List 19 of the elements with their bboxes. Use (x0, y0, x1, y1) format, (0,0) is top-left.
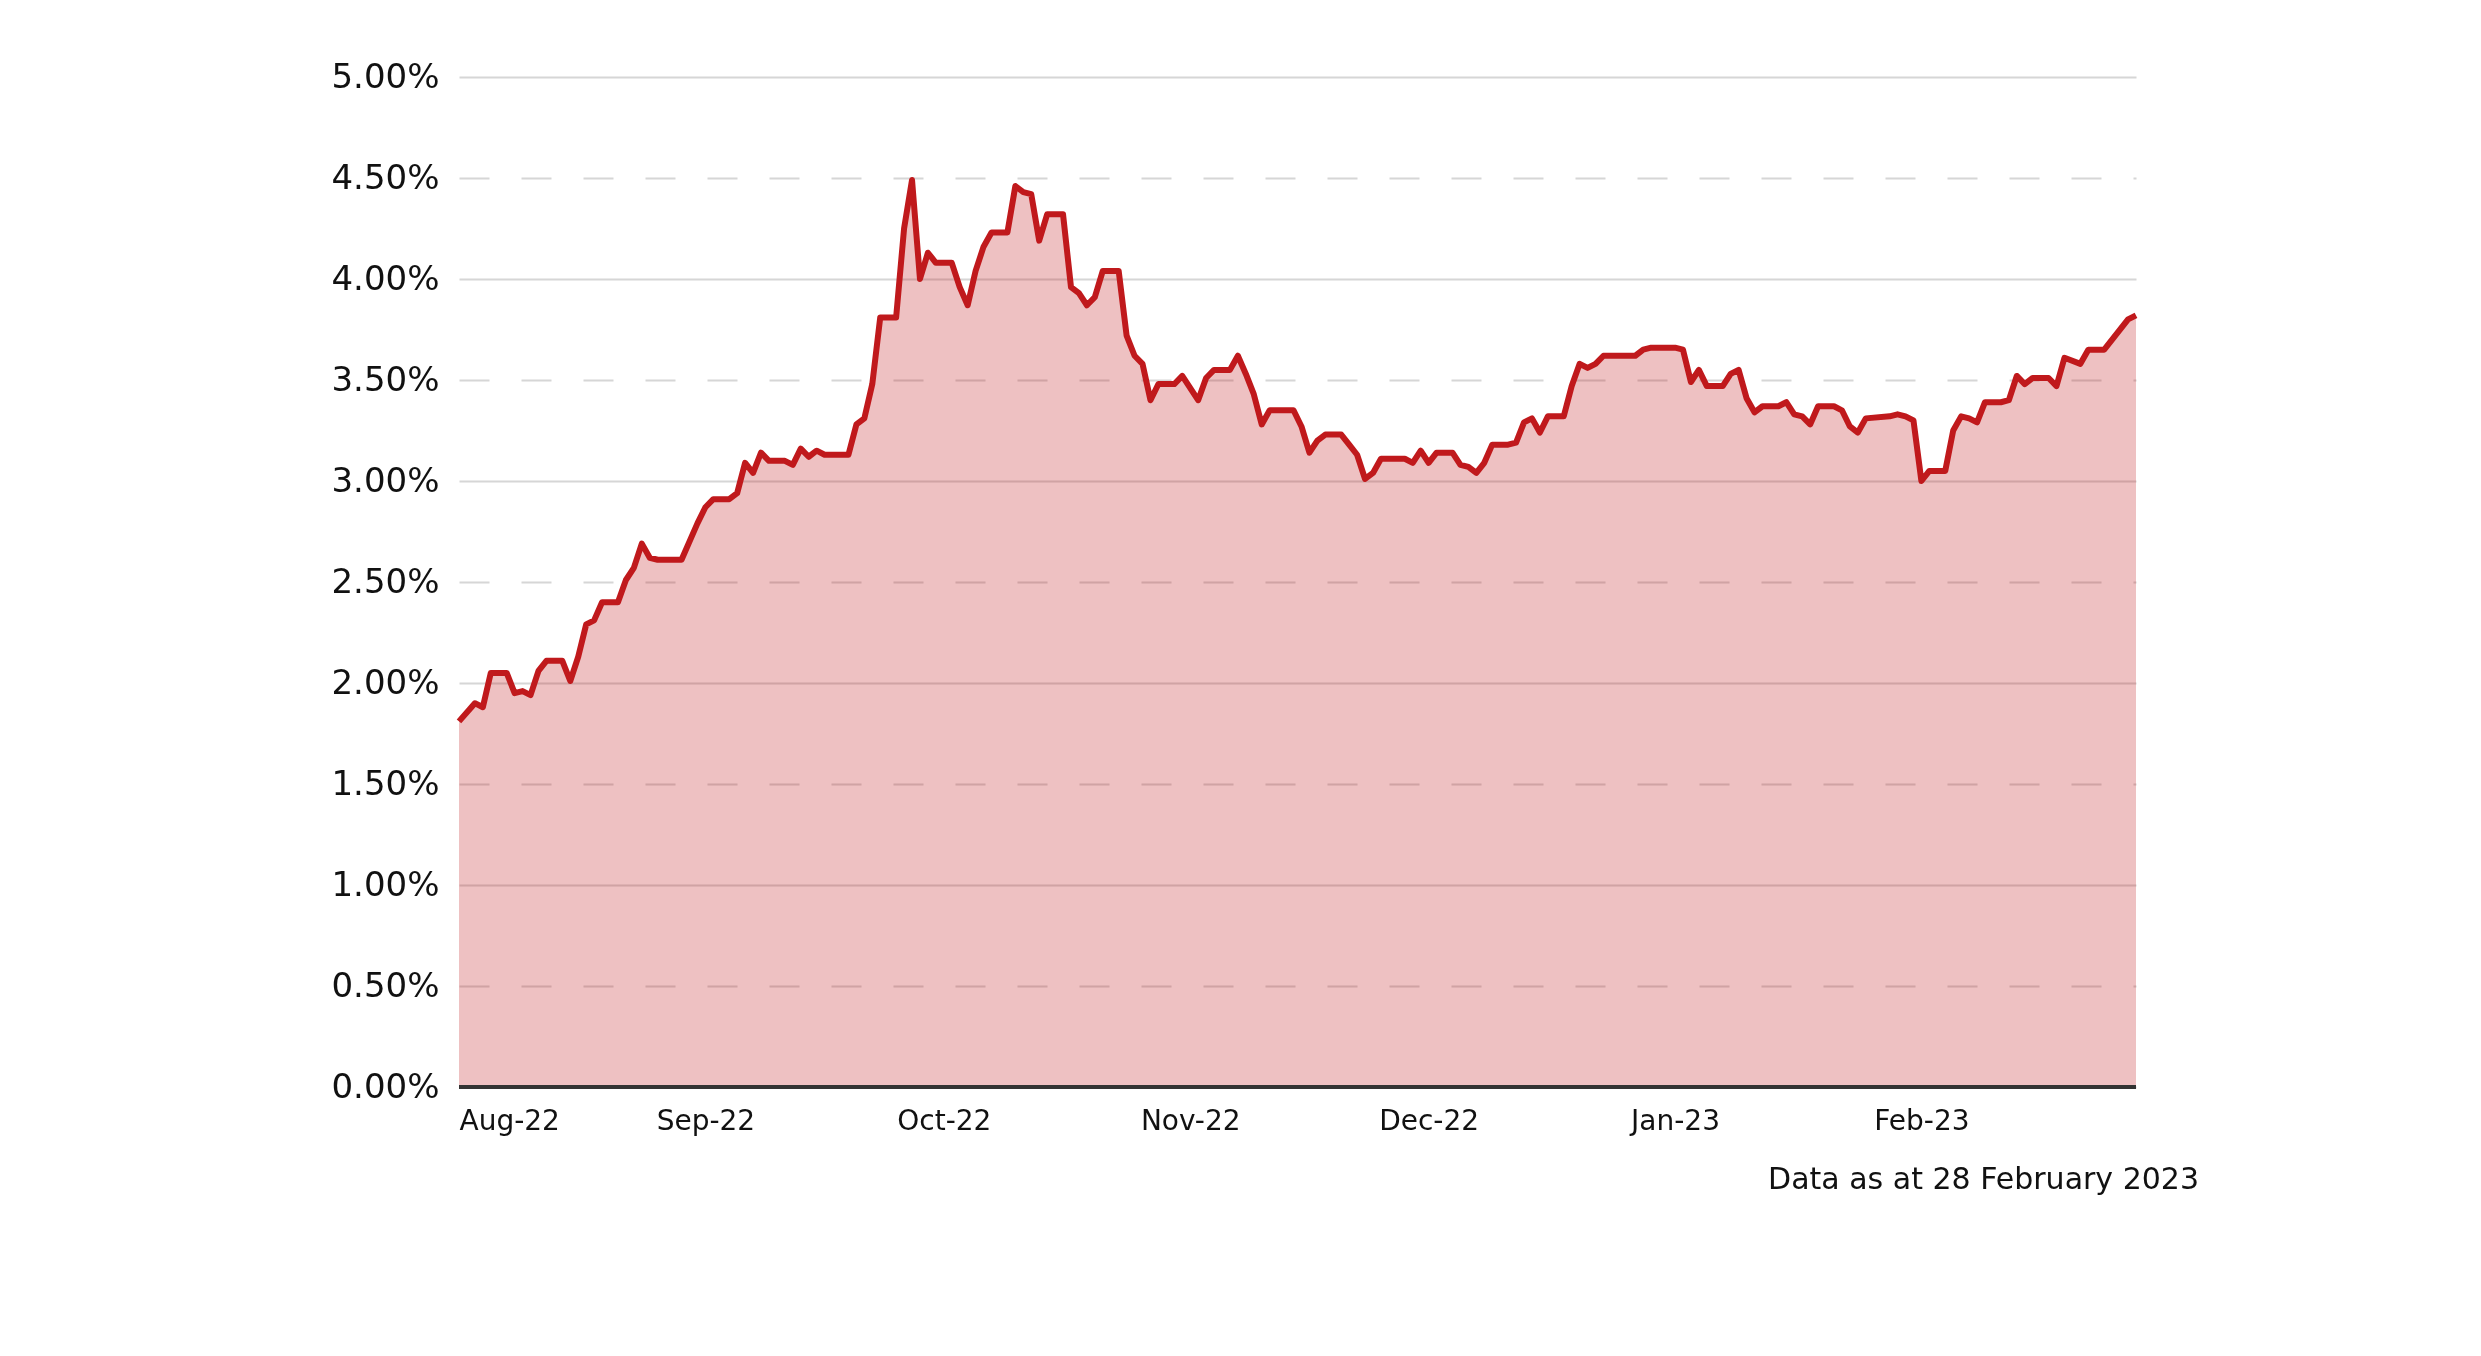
x-tick-label: Jan-23 (1629, 1103, 1720, 1137)
y-tick-label: 2.50% (331, 560, 440, 601)
y-tick-label: 3.50% (331, 358, 440, 399)
y-tick-label: 0.00% (331, 1065, 440, 1106)
y-tick-label: 1.00% (331, 863, 440, 904)
text: Data as at 28 February 2023 (1768, 1161, 2199, 1196)
x-tick-label: Feb-23 (1874, 1103, 1970, 1137)
y-tick-label: 0.50% (331, 964, 440, 1005)
x-tick-label: Nov-22 (1140, 1103, 1241, 1137)
y-tick-label: 4.50% (331, 156, 440, 197)
y-tick-label: 4.00% (331, 257, 440, 298)
y-tick-label: 3.00% (331, 459, 440, 500)
x-tick-label: Dec-22 (1379, 1103, 1480, 1137)
x-tick-label: Sep-22 (656, 1103, 756, 1137)
y-tick-label: 1.50% (331, 762, 440, 803)
y-tick-label: 5.00% (331, 55, 440, 96)
y-tick-label: 2.00% (331, 661, 440, 702)
x-tick-label: Oct-22 (897, 1103, 992, 1137)
x-tick-label: Aug-22 (459, 1103, 560, 1137)
